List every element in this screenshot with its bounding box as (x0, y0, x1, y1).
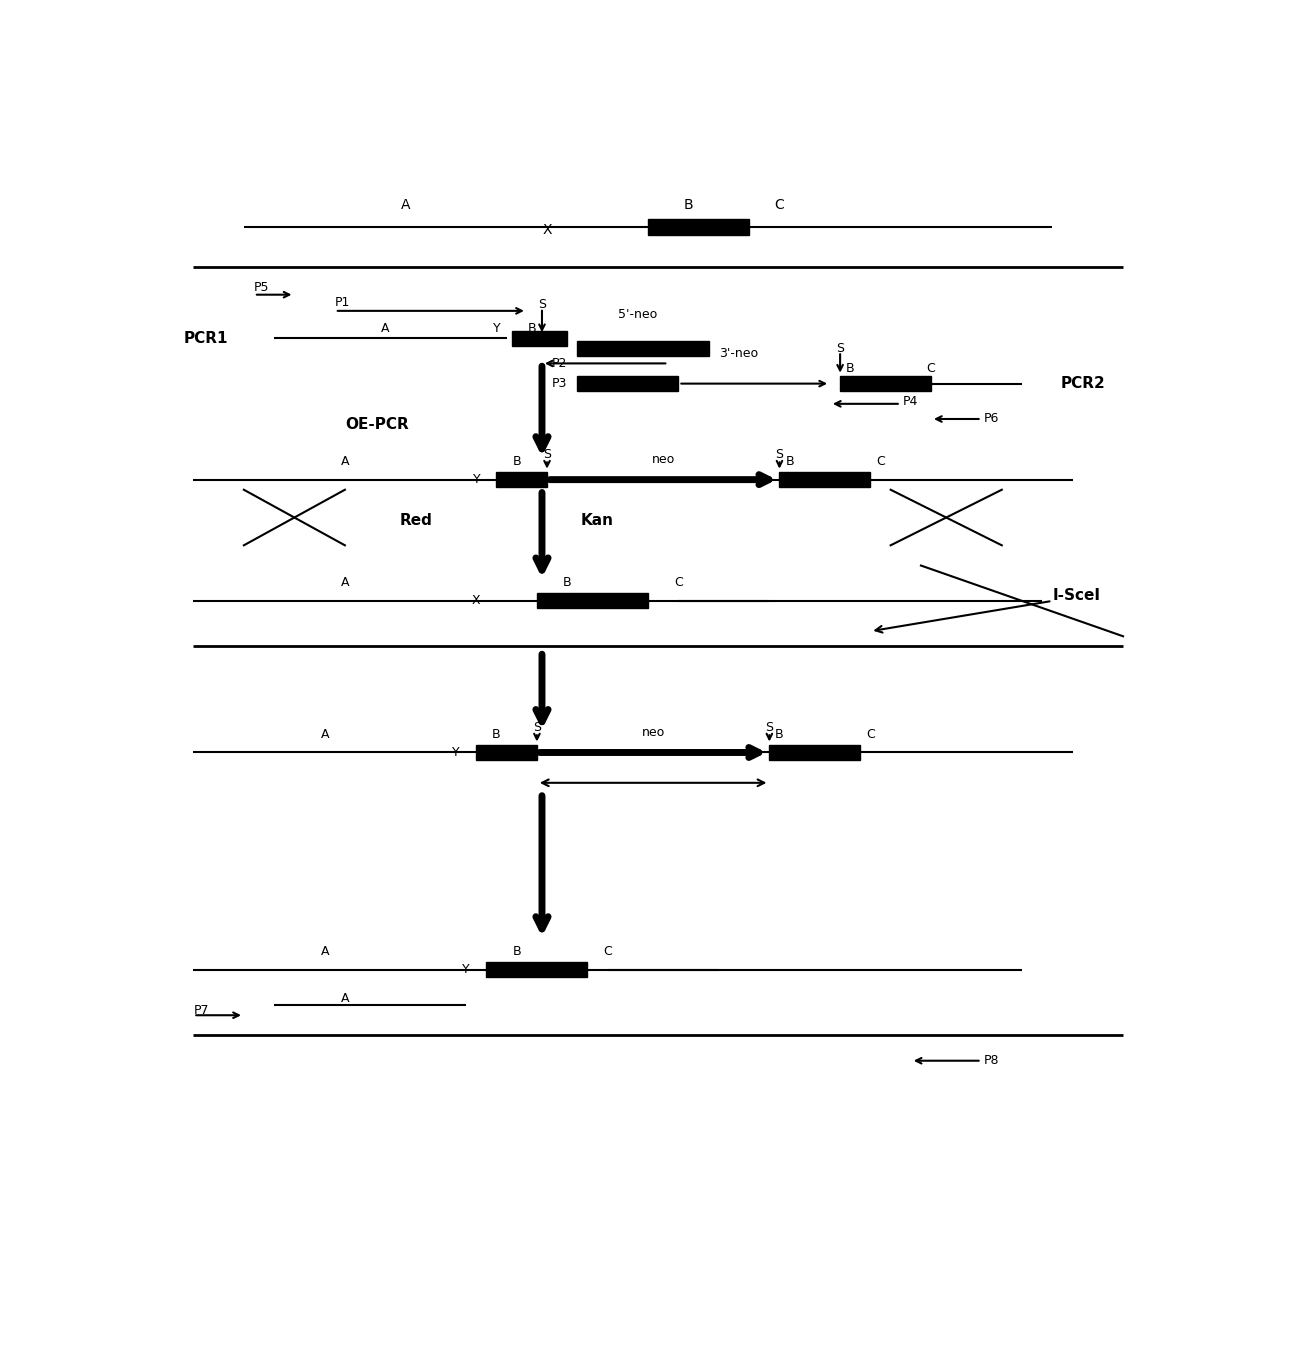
Text: P3: P3 (552, 377, 567, 390)
Text: B: B (846, 362, 854, 375)
Text: P7: P7 (193, 1004, 209, 1017)
Bar (476, 745, 537, 760)
Text: Y: Y (463, 963, 469, 976)
Text: A: A (340, 456, 349, 468)
Text: neo: neo (652, 453, 675, 466)
Text: A: A (381, 321, 390, 335)
Text: B: B (512, 456, 522, 468)
Text: S: S (533, 721, 541, 734)
Bar (511, 330, 567, 345)
Text: C: C (876, 456, 885, 468)
Bar (486, 962, 588, 978)
Text: B: B (528, 321, 536, 335)
Text: B: B (683, 197, 694, 212)
Text: X: X (472, 594, 481, 608)
Text: neo: neo (642, 726, 665, 738)
Bar (537, 593, 648, 608)
Text: X: X (542, 223, 552, 237)
Text: A: A (321, 728, 329, 741)
Text: A: A (340, 577, 349, 589)
Text: P8: P8 (985, 1054, 999, 1068)
Text: P1: P1 (335, 296, 351, 309)
Text: 3'-neo: 3'-neo (720, 347, 759, 360)
Text: C: C (674, 577, 683, 589)
Text: S: S (776, 447, 784, 461)
Bar (780, 472, 871, 487)
Text: C: C (927, 362, 935, 375)
Text: B: B (492, 728, 501, 741)
Bar (769, 745, 861, 760)
Text: Y: Y (472, 473, 480, 486)
Bar (497, 472, 548, 487)
Text: 5'-neo: 5'-neo (618, 309, 657, 321)
Text: S: S (836, 341, 844, 355)
Text: S: S (542, 447, 552, 461)
Text: C: C (604, 945, 612, 957)
Text: B: B (785, 456, 794, 468)
Text: B: B (775, 728, 784, 741)
Bar (840, 377, 931, 392)
Text: PCR1: PCR1 (183, 330, 228, 345)
Text: Kan: Kan (582, 513, 614, 528)
Text: A: A (400, 197, 411, 212)
Text: OE-PCR: OE-PCR (344, 416, 408, 431)
Bar (578, 377, 678, 392)
Text: A: A (340, 991, 349, 1005)
Text: Y: Y (452, 747, 460, 759)
Text: C: C (866, 728, 875, 741)
Text: Y: Y (493, 321, 501, 335)
Text: S: S (539, 298, 546, 311)
Text: PCR2: PCR2 (1060, 377, 1104, 392)
Text: A: A (321, 945, 329, 957)
Text: P5: P5 (254, 282, 270, 294)
Text: P4: P4 (904, 396, 918, 408)
Text: B: B (512, 945, 522, 957)
Text: Red: Red (399, 513, 432, 528)
Bar (648, 219, 750, 235)
Text: I-SceI: I-SceI (1052, 589, 1101, 604)
Text: B: B (563, 577, 571, 589)
Text: P6: P6 (985, 412, 999, 426)
Text: P2: P2 (552, 356, 567, 370)
Text: C: C (775, 197, 784, 212)
Text: S: S (765, 721, 773, 734)
Bar (578, 340, 709, 356)
